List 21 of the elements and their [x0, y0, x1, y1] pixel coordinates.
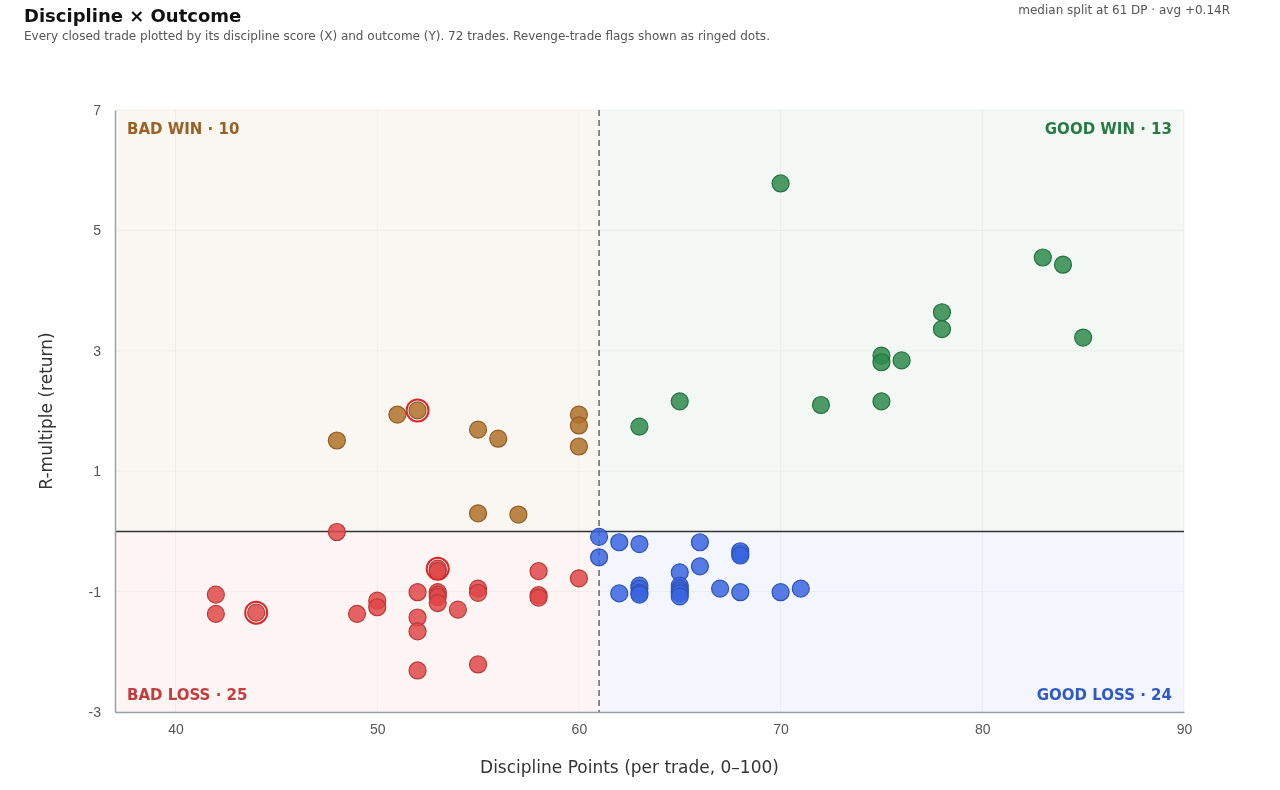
- x-tick-label: 50: [369, 720, 386, 737]
- text: BAD LOSS · 25: [127, 686, 248, 704]
- x-tick-label: 80: [975, 720, 991, 737]
- text: GOOD LOSS · 24: [1036, 686, 1172, 704]
- x-axis-title: Discipline Points (per trade, 0–100): [480, 757, 779, 777]
- y-tick-label: 7: [93, 101, 102, 118]
- y-axis-title: R-multiple (return): [36, 332, 56, 490]
- y-tick-label: 3: [93, 342, 102, 359]
- y-tick-label: -1: [88, 583, 102, 600]
- y-tick-label: 1: [93, 463, 102, 480]
- y-tick-label: 5: [93, 222, 102, 239]
- text: BAD WIN · 10: [127, 120, 240, 138]
- text: median split at 61 DP · avg +0.14R: [1018, 3, 1230, 17]
- chart-title: Discipline × Outcome: [24, 5, 242, 26]
- text: GOOD WIN · 13: [1044, 120, 1172, 138]
- x-tick-label: 90: [1176, 720, 1193, 737]
- y-tick-label: -3: [88, 703, 102, 720]
- chart-subtitle: Every closed trade plotted by its discipline score (X) and outcome (Y). 72 trades. Revenge-trade flags shown as ringed dots.: [24, 29, 770, 43]
- x-tick-label: 40: [168, 720, 185, 737]
- x-tick-label: 60: [571, 720, 588, 737]
- x-tick-label: 70: [773, 720, 790, 737]
